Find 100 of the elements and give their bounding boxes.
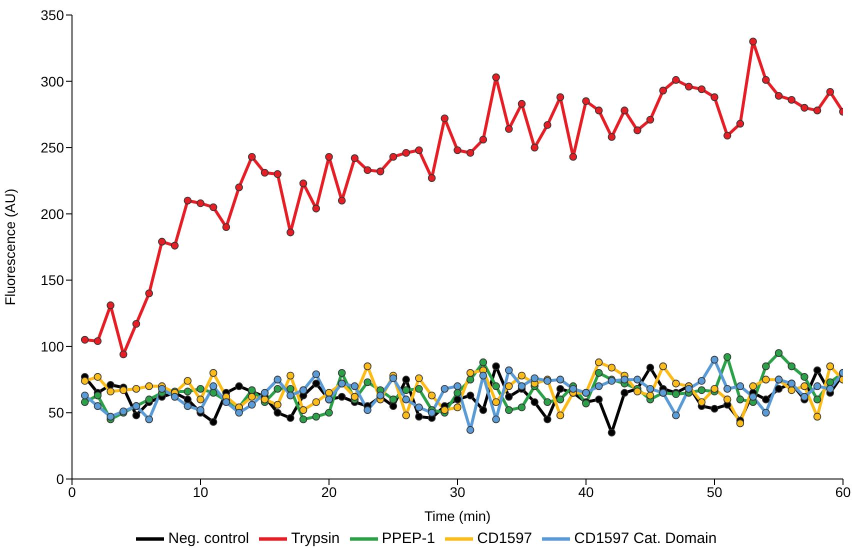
point <box>286 228 294 236</box>
point <box>196 199 204 208</box>
point <box>454 146 462 154</box>
point <box>479 406 488 414</box>
point <box>415 146 423 154</box>
point <box>518 404 526 412</box>
point <box>364 406 372 414</box>
point <box>415 404 423 412</box>
point <box>479 358 488 366</box>
point <box>800 382 808 390</box>
point <box>672 380 680 388</box>
point <box>415 374 423 382</box>
point <box>209 369 218 377</box>
point <box>556 411 564 420</box>
point <box>338 369 346 377</box>
x-tick-label: 20 <box>321 484 337 500</box>
point <box>106 388 114 396</box>
y-tick-label: 50 <box>48 404 64 421</box>
point <box>466 369 474 377</box>
point <box>710 356 718 364</box>
point <box>774 92 783 100</box>
point <box>402 411 410 420</box>
legend-label: CD1597 Cat. Domain <box>574 530 717 547</box>
point <box>428 174 436 182</box>
point <box>518 372 526 380</box>
legend-label: CD1597 <box>477 530 532 547</box>
point <box>479 372 488 380</box>
point <box>569 384 578 393</box>
point <box>813 412 822 421</box>
point <box>723 384 732 393</box>
x-axis-title: Time (min) <box>424 508 491 524</box>
point <box>762 376 770 384</box>
point <box>684 384 693 393</box>
point <box>312 380 320 388</box>
point <box>736 120 744 128</box>
point <box>800 392 808 401</box>
point <box>106 301 114 310</box>
point <box>505 382 513 390</box>
point <box>646 364 654 372</box>
point <box>788 96 796 104</box>
point <box>634 388 642 396</box>
point <box>299 179 308 188</box>
point <box>184 402 192 410</box>
point <box>454 388 462 397</box>
point <box>788 362 796 370</box>
point <box>440 114 449 122</box>
point <box>376 168 384 176</box>
point <box>209 418 218 426</box>
point <box>132 320 140 328</box>
point <box>518 382 526 390</box>
point <box>158 384 166 393</box>
point <box>762 76 770 84</box>
point <box>505 392 513 401</box>
point <box>710 93 718 102</box>
point <box>402 386 410 394</box>
point <box>659 86 667 94</box>
x-tick-label: 60 <box>835 484 851 500</box>
point <box>556 384 564 393</box>
point <box>454 404 462 412</box>
point <box>235 408 243 417</box>
point <box>659 362 667 370</box>
point <box>145 396 153 404</box>
point <box>698 398 706 406</box>
point <box>158 238 166 246</box>
point <box>723 396 732 404</box>
point <box>286 384 294 393</box>
point <box>749 382 757 390</box>
point <box>646 384 654 393</box>
point <box>428 392 436 400</box>
point <box>260 168 269 177</box>
point <box>672 411 680 420</box>
y-tick-label: 300 <box>40 73 64 90</box>
point <box>505 406 513 414</box>
point <box>120 386 128 394</box>
point <box>698 85 706 94</box>
point <box>505 366 513 374</box>
point <box>389 402 398 410</box>
point <box>94 402 102 410</box>
x-tick-label: 10 <box>192 484 208 500</box>
point <box>826 378 834 386</box>
point <box>556 396 564 404</box>
point <box>145 415 153 424</box>
point <box>492 415 500 424</box>
point <box>350 392 359 401</box>
point <box>184 388 192 396</box>
legend-label: Neg. control <box>168 530 250 547</box>
point <box>338 196 346 204</box>
point <box>492 73 500 82</box>
point <box>196 406 204 414</box>
point <box>518 100 526 108</box>
point <box>312 204 320 212</box>
point <box>466 148 474 157</box>
point <box>170 242 179 250</box>
point <box>736 419 744 428</box>
point <box>389 374 398 382</box>
point <box>312 370 320 378</box>
point <box>94 373 102 381</box>
point <box>684 82 693 90</box>
y-tick-label: 150 <box>40 272 64 288</box>
point <box>530 374 538 382</box>
